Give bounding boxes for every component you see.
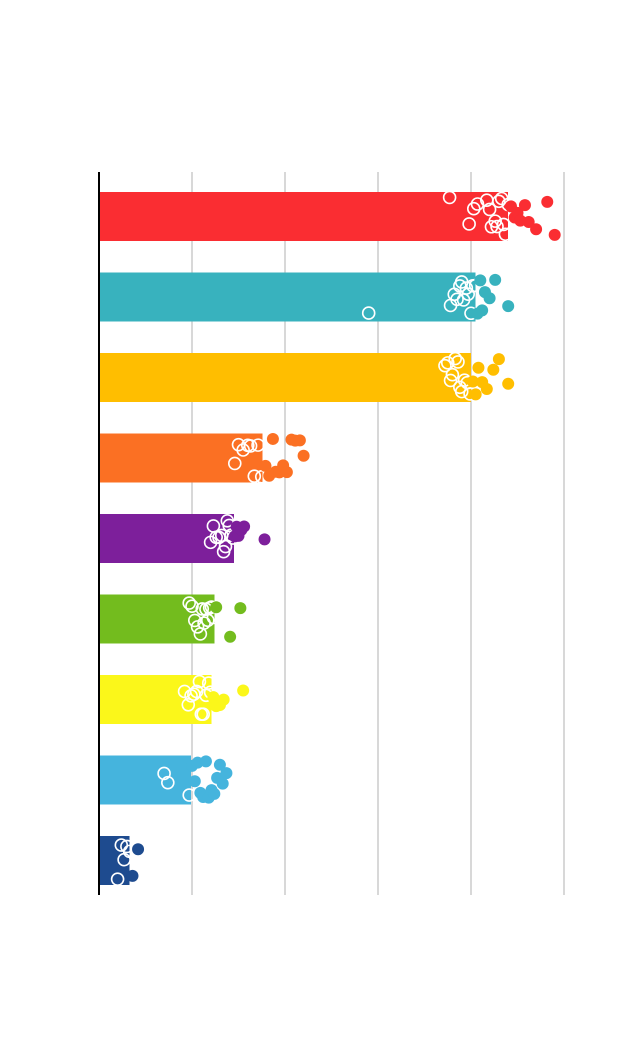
scatter-dots-group (110, 190, 561, 886)
bar-5[interactable] (99, 514, 234, 563)
scatter-dot[interactable] (199, 755, 212, 768)
scatter-dot[interactable] (182, 596, 197, 610)
scatter-dot[interactable] (192, 674, 207, 689)
scatter-dot[interactable] (236, 443, 250, 457)
scatter-dot[interactable] (234, 602, 247, 615)
scatter-dot[interactable] (195, 602, 210, 616)
bar-2[interactable] (99, 272, 476, 322)
scatter-dot[interactable] (438, 358, 452, 373)
bar-9[interactable] (99, 836, 130, 885)
scatter-dot[interactable] (126, 869, 139, 882)
scatter-dot[interactable] (496, 217, 511, 232)
scatter-dot[interactable] (451, 355, 465, 369)
scatter-dot[interactable] (470, 197, 485, 211)
scatter-dot[interactable] (132, 843, 145, 856)
scatter-dot[interactable] (461, 287, 476, 301)
scatter-dot[interactable] (280, 466, 293, 479)
scatter-dot[interactable] (213, 758, 226, 771)
scatter-dot[interactable] (196, 707, 210, 722)
scatter-dot[interactable] (474, 274, 487, 287)
scatter-dot[interactable] (243, 439, 258, 453)
scatter-dot[interactable] (469, 388, 482, 401)
scatter-dot[interactable] (492, 194, 506, 209)
scatter-dot[interactable] (490, 219, 504, 234)
scatter-dot[interactable] (482, 202, 497, 217)
scatter-dot[interactable] (483, 292, 496, 305)
scatter-dot[interactable] (110, 872, 125, 886)
scatter-dot[interactable] (522, 215, 535, 228)
scatter-dot[interactable] (188, 775, 201, 788)
scatter-dot[interactable] (266, 432, 279, 445)
scatter-dot[interactable] (237, 684, 250, 697)
scatter-dot[interactable] (293, 434, 306, 447)
scatter-dot[interactable] (443, 373, 458, 388)
scatter-dot[interactable] (259, 459, 272, 472)
scatter-dot[interactable] (361, 306, 376, 320)
scatter-dot[interactable] (502, 300, 515, 313)
scatter-dot[interactable] (208, 787, 221, 800)
scatter-dot[interactable] (217, 693, 230, 706)
scatter-dot[interactable] (190, 620, 205, 634)
scatter-dot[interactable] (518, 199, 531, 212)
scatter-dot[interactable] (448, 351, 462, 366)
scatter-dot[interactable] (472, 361, 485, 374)
scatter-dot[interactable] (450, 292, 464, 307)
scatter-dot[interactable] (492, 353, 505, 366)
scatter-dot[interactable] (189, 684, 204, 699)
scatter-dot[interactable] (247, 469, 262, 484)
scatter-dot[interactable] (498, 227, 513, 242)
bar-3[interactable] (99, 353, 471, 402)
scatter-dot[interactable] (466, 375, 479, 388)
scatter-dot[interactable] (541, 195, 554, 208)
scatter-dot[interactable] (210, 601, 223, 614)
scatter-dot[interactable] (440, 356, 455, 370)
scatter-dot[interactable] (181, 697, 196, 712)
scatter-dot[interactable] (297, 449, 310, 462)
scatter-dot[interactable] (220, 767, 233, 780)
scatter-dot[interactable] (548, 228, 561, 241)
scatter-dot[interactable] (502, 377, 515, 390)
scatter-dot[interactable] (480, 383, 493, 396)
scatter-dot[interactable] (442, 190, 457, 205)
scatter-dot[interactable] (157, 766, 171, 781)
scatter-dot[interactable] (161, 775, 175, 790)
scatter-dot[interactable] (258, 533, 271, 546)
scatter-dot[interactable] (462, 217, 476, 231)
scatter-dot[interactable] (476, 304, 489, 317)
scatter-dot[interactable] (238, 520, 251, 533)
bar-1[interactable] (99, 192, 509, 241)
scatter-dot[interactable] (185, 599, 199, 614)
scatter-dot[interactable] (489, 273, 502, 286)
scatter-dot[interactable] (224, 630, 237, 643)
bars-group (99, 192, 509, 885)
scatter-dot[interactable] (530, 223, 543, 236)
scatter-dot[interactable] (201, 676, 216, 690)
scatter-dot[interactable] (227, 456, 242, 471)
scatter-dot[interactable] (487, 363, 500, 376)
scatter-dot[interactable] (216, 777, 229, 790)
scatter-dot[interactable] (218, 539, 233, 554)
scatter-dot[interactable] (445, 367, 460, 382)
bar-8[interactable] (99, 755, 192, 805)
scatter-dot[interactable] (459, 281, 474, 295)
scatter-dot[interactable] (187, 613, 202, 628)
scatter-dot[interactable] (251, 438, 265, 452)
